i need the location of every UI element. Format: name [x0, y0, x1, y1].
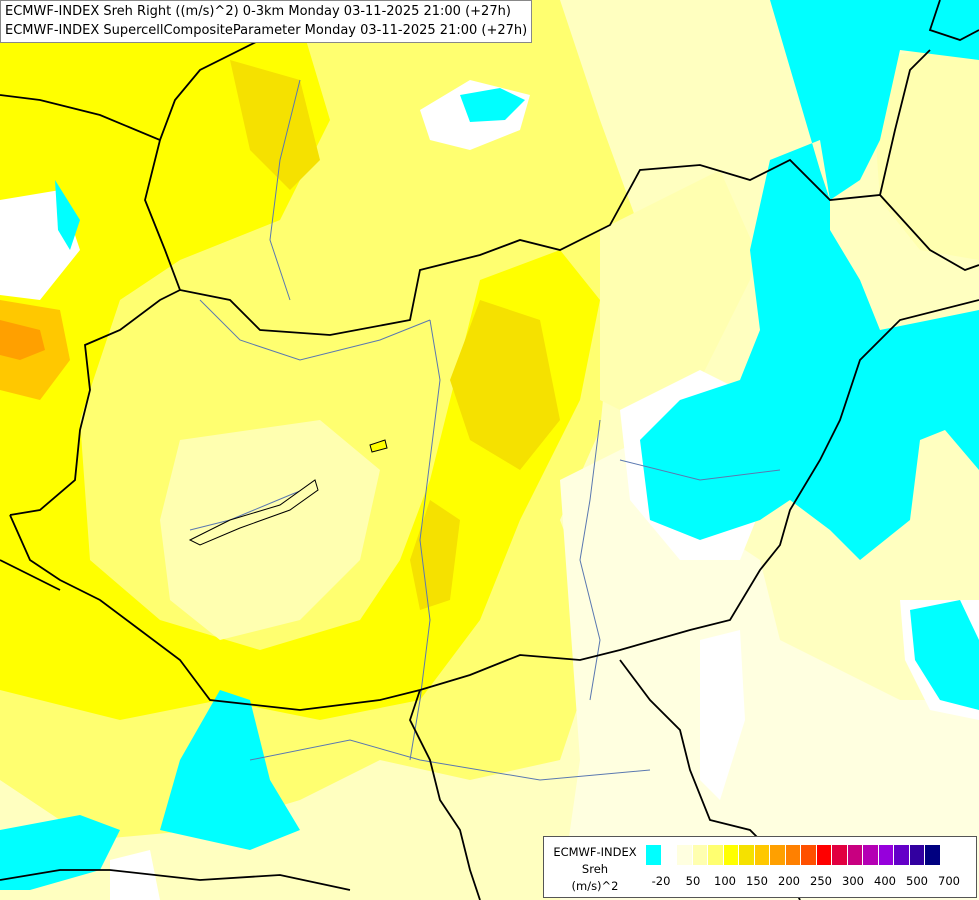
legend-unit-label: (m/s)^2 [571, 879, 619, 893]
legend-tick-label: -20 [651, 874, 671, 888]
sreh-zone-pale-4 [870, 40, 979, 260]
legend-tick-labels: -20 50 100 150 200 250 300 400 500 700 [646, 874, 976, 890]
legend-swatch [878, 845, 894, 865]
sreh-zone-cyan-north [460, 88, 525, 122]
map-title-line-2: ECMWF-INDEX SupercellCompositeParameter … [5, 23, 528, 38]
sreh-zone-gold-3 [230, 60, 320, 190]
legend-swatch [661, 845, 677, 865]
legend-swatch [847, 845, 863, 865]
legend-swatch [816, 845, 832, 865]
legend-swatch [894, 845, 910, 865]
sreh-zone-pale-3 [560, 440, 979, 900]
legend-swatch [863, 845, 879, 865]
legend-swatch [646, 845, 662, 865]
river-lines [189, 79, 781, 781]
legend-tick-label: 150 [746, 874, 768, 888]
legend-swatch [785, 845, 801, 865]
legend-model-label: ECMWF-INDEX [553, 845, 637, 859]
sreh-zone-pale-2 [600, 170, 760, 420]
legend-param-label: Sreh [581, 862, 609, 876]
map-title-line-1: ECMWF-INDEX Sreh Right ((m/s)^2) 0-3km M… [5, 4, 511, 19]
legend-tick-label: 700 [938, 874, 960, 888]
color-legend: ECMWF-INDEX Sreh (m/s)^2 -20 50 100 150 200 2… [543, 836, 977, 898]
legend-swatch [708, 845, 724, 865]
sreh-zone-gold-4 [410, 500, 460, 610]
legend-swatch [801, 845, 817, 865]
legend-color-scale [646, 845, 941, 865]
legend-tick-label: 300 [842, 874, 864, 888]
legend-swatch [677, 845, 693, 865]
legend-swatch [770, 845, 786, 865]
sreh-zone-white-4 [700, 630, 745, 800]
sreh-zone-cyan-west [55, 180, 80, 250]
lake-balaton [188, 479, 319, 546]
sreh-zone-orange [0, 320, 45, 360]
legend-swatch [925, 845, 941, 865]
lake-small [369, 439, 388, 453]
legend-swatch [739, 845, 755, 865]
sreh-zone-cyan-south [160, 690, 300, 850]
legend-tick-label: 100 [714, 874, 736, 888]
legend-tick-label: 200 [778, 874, 800, 888]
legend-swatch [754, 845, 770, 865]
legend-tick-label: 400 [874, 874, 896, 888]
sreh-zone-gold [450, 300, 560, 470]
legend-swatch [909, 845, 925, 865]
legend-swatch [692, 845, 708, 865]
legend-swatch [723, 845, 739, 865]
legend-tick-label: 250 [810, 874, 832, 888]
legend-tick-label: 500 [906, 874, 928, 888]
map-title-box: ECMWF-INDEX Sreh Right ((m/s)^2) 0-3km M… [0, 0, 533, 43]
sreh-zone-white-5 [110, 850, 160, 900]
sreh-zone-pale [160, 420, 380, 640]
sreh-zone-cyan-east [640, 0, 979, 560]
legend-swatch [832, 845, 848, 865]
sreh-zone-cyan-sw [0, 815, 120, 890]
sreh-zone-cyan-se [910, 600, 979, 710]
legend-tick-label: 50 [685, 874, 701, 888]
